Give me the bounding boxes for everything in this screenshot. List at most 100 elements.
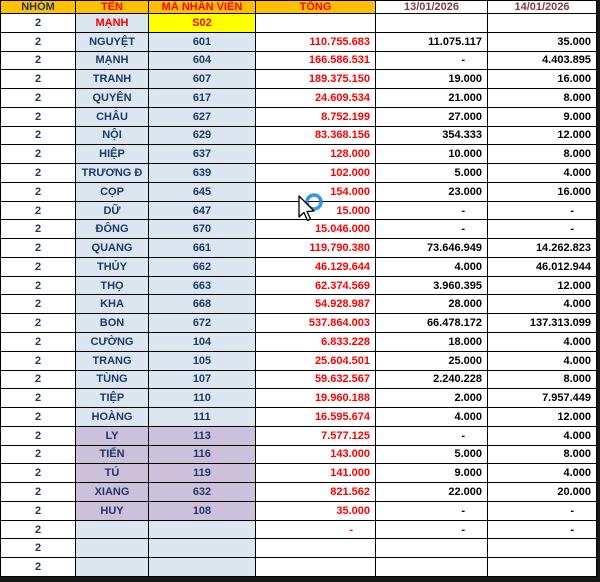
cell-total[interactable]: 24.609.534 [255,88,376,108]
cell-day2[interactable]: 8.000 [487,88,597,108]
cell-day1[interactable]: 28.000 [375,294,488,315]
cell-day2[interactable]: 137.313.099 [487,313,597,334]
cell-name[interactable]: MẠNH [75,13,149,33]
cell-name[interactable]: TRƯƠNG Đ [75,163,149,183]
cell-employee-code[interactable]: 645 [148,181,256,202]
cell-employee-code[interactable]: 663 [148,275,256,296]
cell-employee-code[interactable]: 119 [148,463,256,484]
cell-total[interactable]: 821.562 [255,482,376,502]
cell-employee-code[interactable]: 113 [148,425,256,446]
cell-employee-code[interactable]: 639 [148,163,256,183]
cell-day2[interactable]: 8.000 [487,369,597,390]
cell-day2[interactable]: 14.262.823 [487,238,597,258]
cell-day2[interactable]: 12.000 [487,407,597,427]
cell-employee-code[interactable]: 105 [148,350,256,371]
cell-employee-code[interactable] [148,519,256,540]
cell-day2[interactable]: 35.000 [487,31,597,52]
cell-name[interactable]: LY [75,425,149,446]
cell-group[interactable]: 2 [0,88,76,108]
cell-day2[interactable]: 8.000 [487,444,597,465]
cell-day1[interactable]: 5.000 [375,444,488,465]
cell-name[interactable]: XIANG [75,482,149,502]
cell-name[interactable]: HIỆP [75,144,149,165]
cell-name[interactable]: NỘI [75,125,149,146]
cell-name[interactable]: CƯỜNG [75,332,149,352]
cell-day1[interactable]: 3.960.395 [375,275,488,296]
cell-day1[interactable] [375,13,488,33]
cell-employee-code[interactable]: 110 [148,388,256,409]
cell-name[interactable]: HUY [75,500,149,521]
cell-name[interactable]: THỌ [75,275,149,296]
cell-total[interactable]: 62.374.569 [255,275,376,296]
cell-name[interactable]: CỌP [75,181,149,202]
cell-total[interactable] [255,13,376,33]
cell-day2[interactable]: 8.000 [487,144,597,165]
cell-total[interactable] [255,557,376,577]
cell-name[interactable]: TIỆP [75,388,149,409]
cell-employee-code[interactable]: 107 [148,369,256,390]
cell-day1[interactable]: 4.000 [375,407,488,427]
cell-total[interactable]: 102.000 [255,163,376,183]
cell-employee-code[interactable]: 627 [148,106,256,127]
cell-day1[interactable]: - [375,219,488,240]
cell-total[interactable]: 8.752.199 [255,106,376,127]
cell-day2[interactable]: 16.000 [487,181,597,202]
cell-group[interactable]: 2 [0,69,76,90]
cell-day1[interactable]: - [375,50,488,71]
cell-day2[interactable]: - [487,219,597,240]
cell-group[interactable]: 2 [0,444,76,465]
cell-group[interactable]: 2 [0,256,76,277]
cell-employee-code[interactable] [148,557,256,577]
cell-name[interactable] [75,538,149,559]
cell-day1[interactable] [375,557,488,577]
header-ten[interactable]: TÊN [75,0,149,14]
cell-total[interactable]: 54.928.987 [255,294,376,315]
cell-name[interactable] [75,557,149,577]
cell-day1[interactable]: 19.000 [375,69,488,90]
cell-day1[interactable]: - [375,425,488,446]
cell-day2[interactable]: 16.000 [487,69,597,90]
cell-total[interactable]: 59.632.567 [255,369,376,390]
cell-name[interactable]: DỮ [75,200,149,221]
cell-name[interactable]: QUYÊN [75,88,149,108]
cell-group[interactable]: 2 [0,106,76,127]
cell-day2[interactable]: 4.000 [487,350,597,371]
cell-name[interactable]: TÚ [75,463,149,484]
cell-name[interactable]: KHA [75,294,149,315]
cell-group[interactable]: 2 [0,275,76,296]
cell-total[interactable]: 7.577.125 [255,425,376,446]
cell-day1[interactable]: 21.000 [375,88,488,108]
cell-day2[interactable] [487,538,597,559]
cell-employee-code[interactable]: 637 [148,144,256,165]
cell-day1[interactable]: 11.075.117 [375,31,488,52]
cell-total[interactable]: 128.000 [255,144,376,165]
cell-total[interactable]: 154.000 [255,181,376,202]
cell-day2[interactable]: 9.000 [487,106,597,127]
cell-total[interactable] [255,538,376,559]
cell-day2[interactable] [487,557,597,577]
cell-group[interactable]: 2 [0,125,76,146]
cell-group[interactable]: 2 [0,482,76,502]
cell-day2[interactable]: 12.000 [487,275,597,296]
cell-name[interactable]: TRANH [75,69,149,90]
cell-group[interactable]: 2 [0,500,76,521]
cell-group[interactable]: 2 [0,50,76,71]
cell-group[interactable]: 2 [0,144,76,165]
cell-total[interactable]: 119.790.380 [255,238,376,258]
cell-group[interactable]: 2 [0,407,76,427]
cell-name[interactable]: ĐÔNG [75,219,149,240]
cell-employee-code[interactable]: 662 [148,256,256,277]
header-date-14-01-2026[interactable]: 14/01/2026 [487,0,597,14]
cell-group[interactable]: 2 [0,13,76,33]
cell-employee-code[interactable]: 108 [148,500,256,521]
cell-day1[interactable]: 23.000 [375,181,488,202]
cell-group[interactable]: 2 [0,294,76,315]
cell-total[interactable]: 143.000 [255,444,376,465]
cell-total[interactable]: - [255,519,376,540]
cell-group[interactable]: 2 [0,332,76,352]
cell-day1[interactable]: 18.000 [375,332,488,352]
cell-group[interactable]: 2 [0,200,76,221]
cell-employee-code[interactable]: S02 [148,13,256,33]
cell-day1[interactable]: 73.646.949 [375,238,488,258]
cell-day1[interactable]: 2.000 [375,388,488,409]
